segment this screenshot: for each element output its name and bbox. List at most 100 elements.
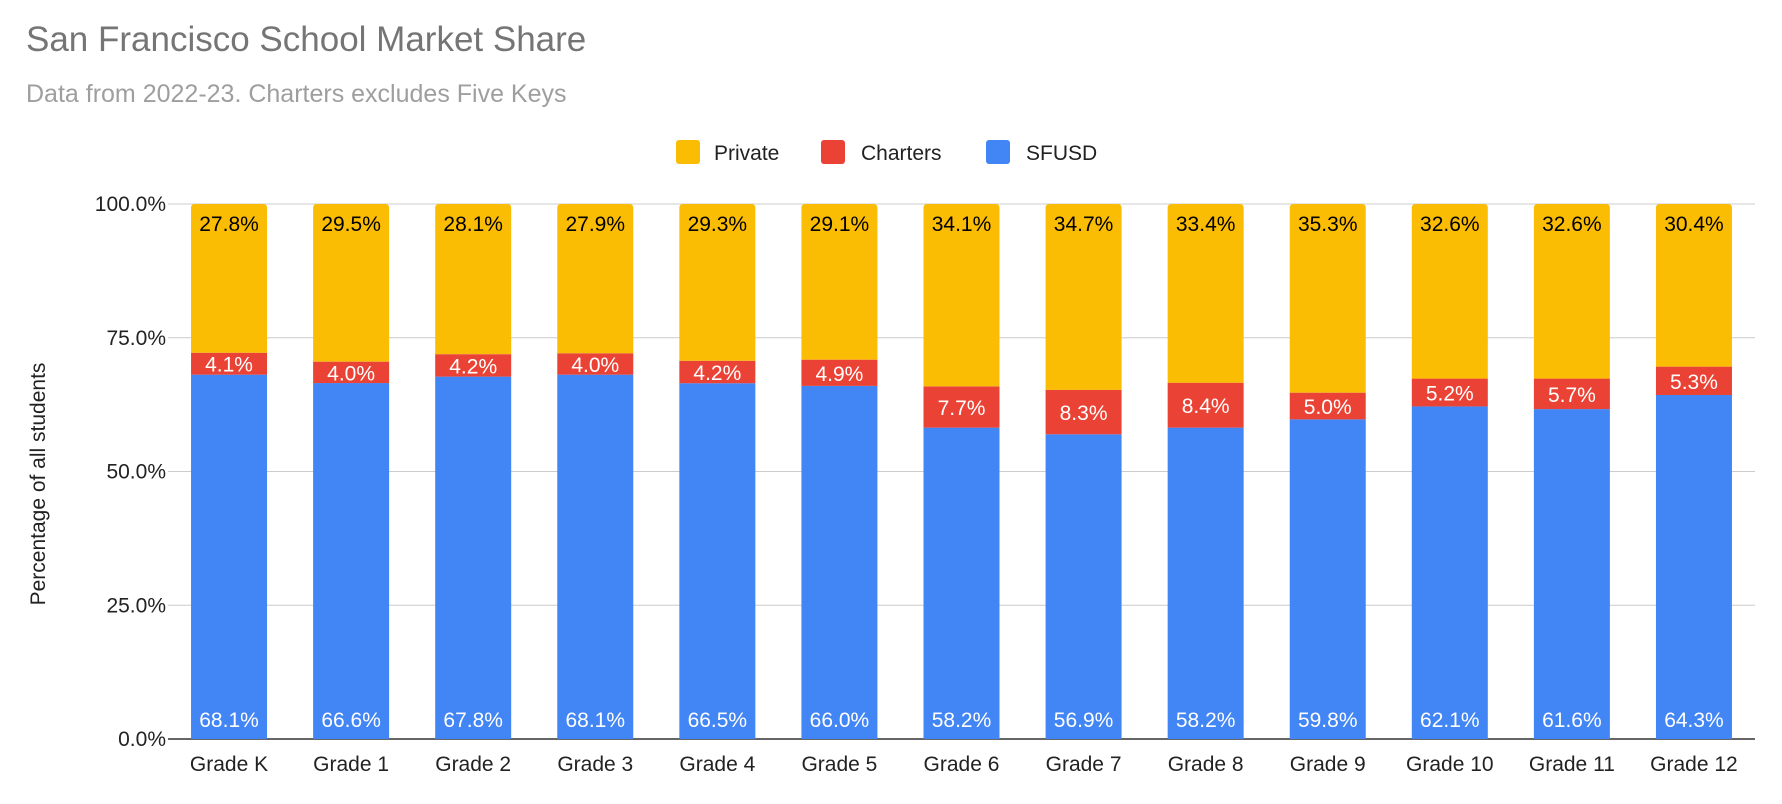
legend: Private Charters SFUSD [676, 140, 1097, 165]
legend-item-private[interactable]: Private [676, 140, 779, 165]
sfusd-data-label: 67.8% [443, 709, 503, 732]
private-data-label: 30.4% [1664, 213, 1724, 236]
sfusd-bar [1655, 394, 1732, 739]
charters-bar [557, 353, 634, 375]
charters-data-label: 4.2% [449, 355, 497, 378]
charters-data-label: 8.4% [1182, 395, 1230, 418]
private-bar [801, 204, 878, 360]
charters-bar [1289, 392, 1366, 420]
legend-item-sfusd[interactable]: SFUSD [986, 140, 1097, 165]
private-bar [1533, 204, 1610, 379]
sfusd-data-label: 61.6% [1542, 709, 1602, 732]
charters-data-label: 4.0% [571, 354, 619, 377]
private-data-label: 32.6% [1420, 213, 1480, 236]
private-bar [1655, 204, 1732, 367]
charters-data-label: 4.9% [815, 363, 863, 386]
charters-bar [1655, 366, 1732, 395]
sfusd-bar [1533, 409, 1610, 739]
sfusd-bar [313, 383, 390, 739]
sfusd-bar [1289, 419, 1366, 739]
x-tick-label: Grade 1 [313, 753, 389, 776]
x-tick-label: Grade 7 [1046, 753, 1122, 776]
charters-data-label: 5.2% [1426, 383, 1474, 406]
charters-bar [191, 352, 268, 375]
legend-label: Private [714, 142, 779, 165]
private-bar [1045, 204, 1122, 390]
legend-label: Charters [861, 142, 942, 165]
private-bar [313, 204, 390, 362]
private-data-label: 29.5% [321, 213, 381, 236]
chart-subtitle: Data from 2022-23. Charters excludes Fiv… [26, 80, 567, 108]
y-axis-ticks: 0.0% 25.0% 50.0% 75.0% 100.0% [95, 193, 166, 751]
data-labels: 68.1% 4.1% 27.8% 66.6% 4.0% 29.5% 67.8% 4.2% 28.… [199, 213, 1723, 732]
legend-item-charters[interactable]: Charters [821, 140, 942, 165]
sfusd-bar [923, 427, 1000, 739]
charters-bar [435, 354, 512, 377]
charters-data-label: 8.3% [1060, 402, 1108, 425]
private-data-label: 34.1% [932, 213, 992, 236]
bars [191, 204, 1732, 739]
sfusd-bar [801, 385, 878, 739]
x-tick-label: Grade 5 [801, 753, 877, 776]
sfusd-data-label: 56.9% [1054, 709, 1114, 732]
private-data-label: 34.7% [1054, 213, 1114, 236]
charters-bar [1167, 382, 1244, 428]
charters-data-label: 5.7% [1548, 384, 1596, 407]
y-tick-label: 50.0% [106, 461, 166, 484]
x-tick-label: Grade 2 [435, 753, 511, 776]
x-axis-ticks: Grade K Grade 1 Grade 2 Grade 3 Grade 4 Grade… [190, 753, 1738, 776]
private-bar [557, 204, 634, 354]
sfusd-bar [191, 374, 268, 739]
charters-data-label: 4.0% [327, 362, 375, 385]
chart-title: San Francisco School Market Share [26, 20, 587, 59]
charters-bar [1411, 378, 1488, 407]
sfusd-data-label: 58.2% [932, 709, 992, 732]
x-tick-label: Grade 4 [679, 753, 755, 776]
private-data-label: 33.4% [1176, 213, 1236, 236]
private-data-label: 29.1% [810, 213, 870, 236]
sfusd-data-label: 58.2% [1176, 709, 1236, 732]
private-data-label: 35.3% [1298, 213, 1358, 236]
private-bar [191, 204, 268, 353]
charters-bar [1045, 389, 1122, 435]
private-data-label: 28.1% [443, 213, 503, 236]
sfusd-data-label: 66.5% [688, 709, 748, 732]
sfusd-data-label: 62.1% [1420, 709, 1480, 732]
y-tick-label: 100.0% [95, 193, 166, 216]
sfusd-bar [435, 376, 512, 739]
charters-bar [679, 360, 756, 384]
y-tick-label: 0.0% [118, 728, 166, 751]
private-bar [1167, 204, 1244, 383]
x-tick-label: Grade 10 [1406, 753, 1494, 776]
sfusd-bar [1411, 406, 1488, 739]
sfusd-data-label: 66.0% [810, 709, 870, 732]
y-axis-label: Percentage of all students [27, 363, 50, 606]
private-data-label: 29.3% [688, 213, 748, 236]
sfusd-data-label: 59.8% [1298, 709, 1358, 732]
charters-data-label: 5.3% [1670, 371, 1718, 394]
legend-swatch [821, 140, 845, 164]
sfusd-data-label: 66.6% [321, 709, 381, 732]
private-data-label: 32.6% [1542, 213, 1602, 236]
charters-data-label: 5.0% [1304, 396, 1352, 419]
sfusd-bar [679, 383, 756, 739]
private-data-label: 27.9% [565, 213, 625, 236]
sfusd-data-label: 64.3% [1664, 709, 1724, 732]
x-tick-label: Grade 6 [924, 753, 1000, 776]
sfusd-data-label: 68.1% [565, 709, 625, 732]
sfusd-data-label: 68.1% [199, 709, 259, 732]
legend-swatch [676, 140, 700, 164]
x-tick-label: Grade 8 [1168, 753, 1244, 776]
x-tick-label: Grade 3 [557, 753, 633, 776]
charters-bar [313, 361, 390, 384]
charters-bar [923, 386, 1000, 428]
y-tick-label: 25.0% [106, 594, 166, 617]
y-tick-label: 75.0% [106, 327, 166, 350]
private-bar [923, 204, 1000, 387]
private-bar [679, 204, 756, 361]
x-tick-label: Grade 9 [1290, 753, 1366, 776]
legend-label: SFUSD [1026, 142, 1097, 165]
charters-data-label: 4.1% [205, 354, 253, 377]
charters-bar [1533, 378, 1610, 410]
